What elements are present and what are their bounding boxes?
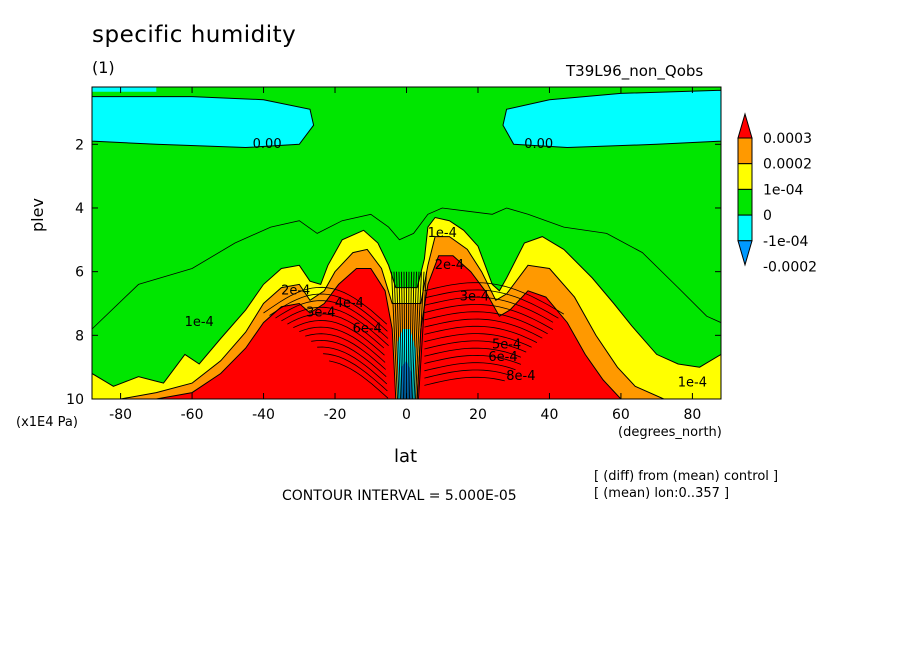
contour-line (412, 271, 417, 399)
contour-label: 1e-4 (428, 226, 457, 241)
contour-line (401, 271, 404, 399)
y-tick-label: 8 (75, 328, 84, 344)
x-tick-label: 0 (402, 407, 411, 423)
contour-line (424, 340, 527, 353)
contour-line (293, 320, 385, 356)
contour-label: 3e-4 (306, 306, 335, 321)
contour-line (424, 318, 543, 339)
contour-line (275, 300, 389, 339)
contour-line (391, 271, 398, 399)
contour-line (410, 271, 415, 399)
contour-line (403, 271, 406, 399)
x-axis-unit: (degrees_north) (618, 425, 722, 440)
contour-line (416, 271, 425, 399)
contour-line (396, 271, 401, 399)
colorbar-label: -0.0002 (763, 260, 817, 276)
x-axis-label: lat (394, 446, 418, 467)
contour-line (407, 271, 410, 399)
contour-line (263, 286, 388, 325)
colorbar-label: 0.0002 (763, 157, 812, 173)
colorbar-band-green (737, 188, 753, 216)
contour-label: 6e-4 (488, 350, 517, 365)
contour-line (269, 293, 388, 332)
y-tick-label: 6 (75, 265, 84, 281)
x-tick-label: 80 (683, 407, 701, 423)
colorbar-label: 0.0003 (763, 131, 812, 147)
x-tick-label: 40 (541, 407, 559, 423)
colorbar-cap-bottom (737, 240, 753, 267)
contour-line (398, 271, 403, 399)
contour-label: 8e-4 (506, 369, 535, 384)
mean-note: [ (mean) lon:0..357 ] (594, 486, 730, 501)
contour-line (418, 271, 427, 399)
x-tick-label: -60 (181, 407, 204, 423)
contour-line (424, 333, 532, 348)
colorbar-cap-top (737, 112, 753, 139)
region-cyan-south (92, 87, 315, 149)
region-cyan-strip (92, 87, 157, 92)
contour-label: 5e-4 (492, 337, 521, 352)
panel-number: (1) (92, 58, 115, 77)
contour-label: 6e-4 (353, 321, 382, 336)
x-tick-label: -20 (324, 407, 347, 423)
y-axis-unit: (x1E4 Pa) (16, 415, 78, 430)
x-tick-label: 20 (469, 407, 487, 423)
contour-line (424, 362, 516, 372)
colorbar-label: 1e-04 (763, 182, 803, 198)
contour-line-thin (92, 207, 721, 330)
x-tick-label: -80 (109, 407, 132, 423)
contour-line (424, 304, 554, 330)
contour-label: 1e-4 (678, 376, 707, 391)
contour-line (305, 333, 386, 370)
contour-line (393, 271, 400, 399)
contour-label: 2e-4 (435, 258, 464, 273)
y-tick-label: 4 (75, 201, 84, 217)
contour-line (317, 346, 388, 385)
contour-line (424, 369, 511, 379)
colorbar-label: -1e-04 (763, 234, 809, 250)
contour-line (424, 347, 522, 358)
colorbar-label: 0 (763, 208, 772, 224)
x-tick-label: 60 (612, 407, 630, 423)
contour-line (299, 326, 386, 363)
contour-line (413, 271, 420, 399)
contour-line (409, 271, 412, 399)
contour-label: 4e-4 (335, 296, 364, 311)
colorbar-band-yellow (737, 163, 753, 190)
colorbar-band-cyan (737, 214, 753, 242)
contour-line (329, 360, 389, 399)
x-tick-label: -40 (252, 407, 275, 423)
contour-label: 3e-4 (460, 290, 489, 305)
contour-label: 0.00 (253, 137, 282, 152)
plot-fill-group: 0.00 0.001e-41e-41e-42e-42e-43e-43e-44e-4… (92, 87, 721, 399)
contour-line (424, 282, 565, 315)
contour-line (311, 339, 387, 377)
contour-line (424, 376, 505, 386)
contour-interval: CONTOUR INTERVAL = 5.000E-05 (282, 488, 517, 504)
contour-line (424, 289, 559, 319)
contour-line (424, 311, 548, 335)
contour-line (424, 296, 554, 323)
contour-line (415, 271, 422, 399)
contour-label: 2e-4 (281, 283, 310, 298)
run-name: T39L96_non_Qobs (566, 62, 704, 80)
contour-label: 1e-4 (185, 315, 214, 330)
contour-line (281, 306, 389, 346)
contour-line (424, 325, 538, 343)
y-tick-label: 2 (75, 137, 84, 153)
contour-line (323, 353, 388, 392)
chart-title: specific humidity (92, 22, 297, 48)
region-cyan-north (502, 87, 721, 149)
diff-note: [ (diff) from (mean) control ] (594, 469, 779, 484)
contour-line (287, 313, 385, 349)
region-red-south (156, 268, 397, 399)
contour-line (424, 354, 522, 365)
colorbar-band-orange (737, 137, 753, 165)
y-tick-label: 10 (66, 392, 84, 408)
contour-label: 0.00 (524, 137, 553, 152)
